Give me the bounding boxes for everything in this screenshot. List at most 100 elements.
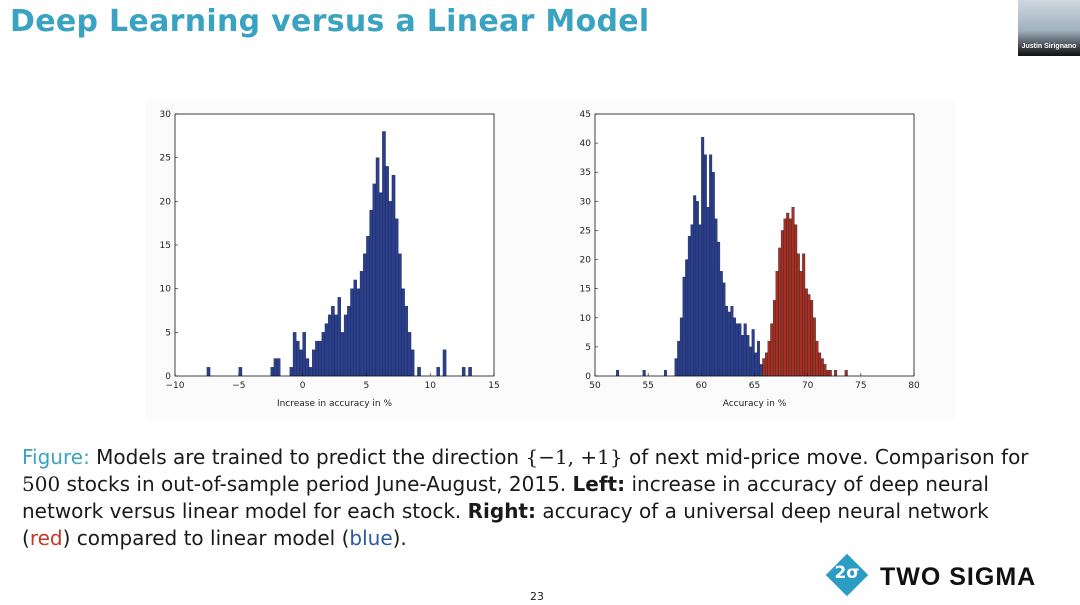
- histogram-bar: [706, 207, 710, 377]
- histogram-bar: [717, 241, 721, 377]
- histogram-bar: [674, 358, 678, 377]
- histogram-bar: [709, 154, 713, 377]
- caption-text-4: increase in accuracy of deep neural netw…: [22, 472, 989, 523]
- histogram-bar: [703, 154, 707, 377]
- y-tick-label: 30: [580, 197, 592, 207]
- y-tick-label: 0: [165, 372, 171, 382]
- caption-text-5: accuracy of a universal deep neural netw…: [22, 499, 989, 550]
- x-tick-label: 80: [908, 381, 920, 391]
- histogram-bar: [714, 218, 718, 377]
- caption-text-7: ).: [392, 526, 407, 550]
- histogram-bar: [682, 276, 686, 377]
- histogram-bar: [677, 340, 681, 377]
- histogram-bar: [749, 346, 752, 377]
- x-tick-label: 5: [364, 381, 370, 391]
- logo-text: TWO SIGMA: [880, 563, 1037, 591]
- histogram-bar: [642, 370, 646, 377]
- histogram-bar: [759, 364, 763, 377]
- y-tick-label: 35: [580, 168, 591, 178]
- histogram-bar: [804, 288, 808, 377]
- presenter-webcam: Justin Sirignano: [1018, 0, 1080, 56]
- caption-blue-word: blue: [349, 526, 393, 550]
- logo-glyph: 2σ: [834, 563, 860, 583]
- two-sigma-logo: 2σ TWO SIGMA: [825, 553, 1078, 598]
- x-axis-label: Accuracy in %: [723, 399, 787, 409]
- x-tick-label: 10: [424, 381, 436, 391]
- histogram-bar: [698, 224, 702, 377]
- histogram-bar: [727, 311, 731, 377]
- caption-left-label: Left:: [572, 472, 626, 496]
- histogram-bar: [820, 358, 824, 377]
- x-tick-label: 70: [802, 381, 814, 391]
- histogram-bar: [746, 335, 750, 377]
- histogram-bar: [772, 300, 776, 377]
- y-tick-label: 30: [160, 110, 172, 120]
- histogram-bar: [616, 370, 620, 377]
- x-tick-label: −5: [232, 381, 245, 391]
- histogram-bar: [810, 300, 814, 377]
- histogram-bar: [693, 195, 697, 377]
- y-tick-label: 5: [585, 343, 591, 353]
- x-tick-label: 65: [749, 381, 760, 391]
- caption-math-set: {−1, +1}: [525, 445, 623, 469]
- figure-caption: Figure: Models are trained to predict th…: [22, 444, 1042, 552]
- histogram-bar: [751, 329, 755, 377]
- histogram-bar: [730, 305, 734, 377]
- caption-math-500: 500: [22, 472, 61, 496]
- histogram-bar: [743, 323, 747, 377]
- y-tick-label: 25: [160, 154, 171, 164]
- histogram-bar: [687, 236, 691, 377]
- y-tick-label: 20: [580, 256, 592, 266]
- histogram-bar: [828, 370, 832, 377]
- y-tick-label: 15: [160, 241, 171, 251]
- histogram-bar: [754, 352, 758, 377]
- x-tick-label: −10: [166, 381, 185, 391]
- x-tick-label: 0: [300, 381, 306, 391]
- histogram-bar: [722, 282, 726, 377]
- page-number: 23: [530, 590, 544, 603]
- histogram-bar: [844, 370, 848, 377]
- histogram-bar: [818, 352, 822, 377]
- x-tick-label: 15: [488, 381, 499, 391]
- histogram-bar: [786, 212, 790, 377]
- histogram-bar: [780, 230, 784, 377]
- slide-title: Deep Learning versus a Linear Model: [10, 4, 650, 39]
- histogram-bar: [807, 294, 811, 377]
- x-axis-label: Increase in accuracy in %: [277, 399, 393, 409]
- histogram-bar: [764, 352, 768, 377]
- histogram-bar: [783, 218, 787, 377]
- histogram-bar: [719, 271, 723, 377]
- histogram-bar: [762, 358, 766, 377]
- y-tick-label: 45: [580, 110, 591, 120]
- histogram-bar: [735, 323, 739, 377]
- histogram-bar: [826, 370, 830, 377]
- histogram-bar: [690, 224, 694, 377]
- histogram-bar: [663, 370, 667, 377]
- histogram-bar: [741, 335, 745, 377]
- histogram-bar: [812, 317, 816, 377]
- histogram-bar: [757, 340, 760, 377]
- histogram-bar: [775, 271, 779, 377]
- caption-figure-label: Figure:: [22, 445, 90, 469]
- caption-red-word: red: [29, 526, 63, 550]
- caption-text-1: Models are trained to predict the direct…: [89, 445, 526, 469]
- histogram-bar: [738, 323, 742, 377]
- caption-text-3: stocks in out-of-sample period June-Augu…: [60, 472, 573, 496]
- y-tick-label: 40: [580, 139, 592, 149]
- x-tick-label: 60: [696, 381, 708, 391]
- caption-text-2: of next mid-price move. Comparison for: [622, 445, 1029, 469]
- histogram-bar: [711, 172, 715, 377]
- histogram-bar: [725, 305, 729, 377]
- histogram-bar: [823, 364, 827, 377]
- histogram-bar: [791, 207, 795, 377]
- x-tick-label: 75: [855, 381, 866, 391]
- y-tick-label: 10: [160, 285, 172, 295]
- x-tick-label: 50: [589, 381, 601, 391]
- histogram-bar: [770, 323, 774, 377]
- histogram-bar: [778, 247, 782, 377]
- y-tick-label: 20: [160, 197, 172, 207]
- histogram-bar: [815, 340, 819, 377]
- x-tick-label: 55: [642, 381, 653, 391]
